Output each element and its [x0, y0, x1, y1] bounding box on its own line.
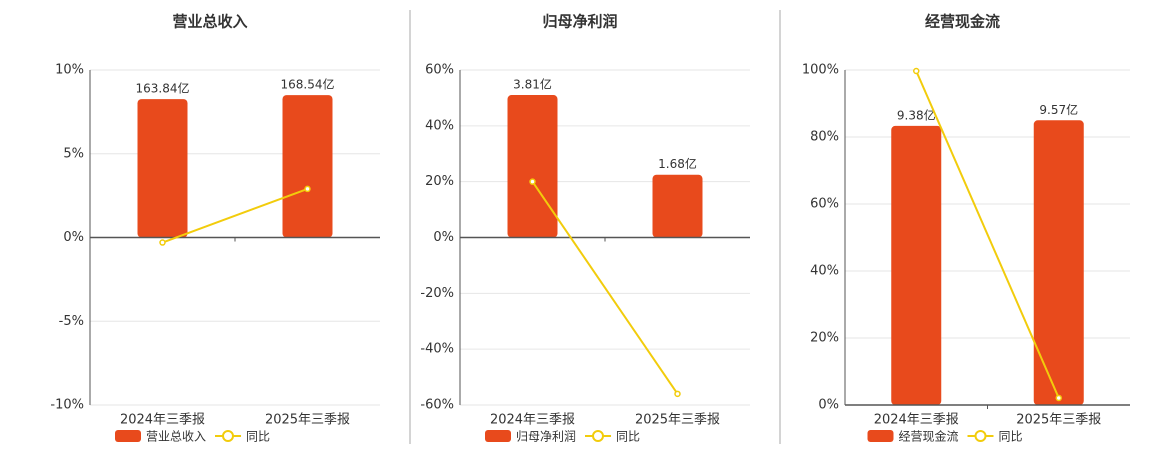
y-tick-label: -60% — [420, 398, 454, 413]
legend-marker — [222, 430, 234, 442]
data-label: 1.68亿 — [658, 156, 697, 171]
x-tick-label: 2024年三季报 — [490, 413, 575, 428]
y-tick-label: -20% — [420, 286, 454, 301]
x-tick-label: 2025年三季报 — [265, 413, 350, 428]
y-tick-label: 0% — [433, 230, 454, 245]
y-tick-label: 5% — [63, 146, 84, 161]
bar — [652, 174, 703, 238]
point — [674, 390, 681, 398]
y-tick-label: 100% — [802, 63, 839, 78]
y-tick-label: 20% — [425, 174, 454, 189]
data-label: 3.81亿 — [513, 77, 552, 92]
y-tick-label: -5% — [59, 314, 84, 329]
line — [915, 70, 1060, 399]
legend-swatch — [867, 430, 894, 442]
line — [531, 181, 679, 395]
point — [913, 67, 920, 75]
bar — [891, 125, 942, 406]
y-tick-label: 20% — [810, 331, 839, 346]
y-tick-label: -10% — [50, 398, 84, 413]
point — [1055, 394, 1062, 402]
y-tick-label: 80% — [810, 130, 839, 145]
y-tick-label: -40% — [420, 342, 454, 357]
bar — [282, 95, 333, 238]
data-label: 9.38亿 — [897, 107, 936, 122]
point — [304, 185, 311, 193]
chart-title: 归母净利润 — [542, 13, 617, 31]
y-tick-label: 10% — [55, 63, 84, 78]
legend-label: 同比 — [246, 430, 270, 444]
x-tick-label: 2025年三季报 — [1016, 413, 1101, 428]
legend-label: 同比 — [616, 430, 640, 444]
legend-marker — [592, 430, 604, 442]
bar — [507, 95, 558, 238]
y-tick-label: 0% — [63, 230, 84, 245]
line — [162, 187, 308, 244]
y-tick-label: 40% — [810, 264, 839, 279]
y-tick-label: 0% — [818, 398, 839, 413]
x-tick-label: 2024年三季报 — [120, 413, 205, 428]
data-label: 163.84亿 — [136, 81, 190, 96]
legend-label: 营业总收入 — [146, 430, 206, 444]
chart-title: 营业总收入 — [172, 13, 247, 31]
bar — [137, 99, 188, 238]
y-tick-label: 60% — [810, 197, 839, 212]
x-tick-label: 2025年三季报 — [635, 413, 720, 428]
point — [159, 239, 166, 246]
y-tick-label: 60% — [425, 63, 454, 78]
y-tick-label: 40% — [425, 118, 454, 133]
legend-swatch — [485, 430, 511, 442]
bar — [1033, 120, 1084, 405]
chart-title: 经营现金流 — [925, 13, 1000, 31]
data-label: 9.57亿 — [1039, 102, 1078, 117]
x-tick-label: 2024年三季报 — [874, 413, 959, 428]
legend-label: 经营现金流 — [899, 429, 959, 444]
legend-swatch — [115, 430, 141, 442]
legend-marker — [974, 430, 987, 442]
point — [529, 178, 536, 185]
data-label: 168.54亿 — [281, 77, 335, 92]
legend-label: 同比 — [999, 430, 1023, 444]
legend-label: 归母净利润 — [516, 430, 576, 444]
